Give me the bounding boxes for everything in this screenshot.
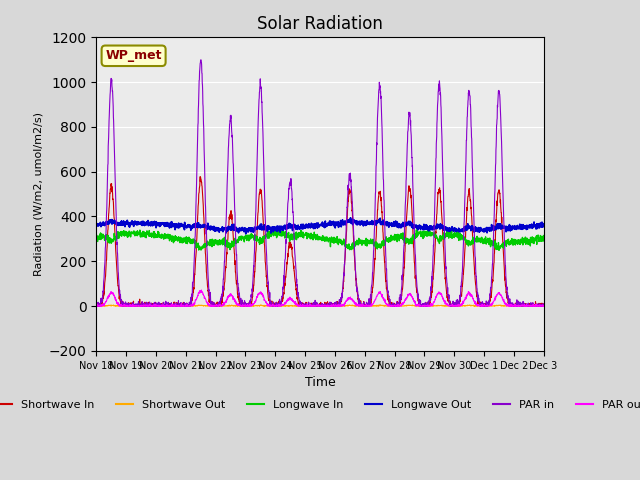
Y-axis label: Radiation (W/m2, umol/m2/s): Radiation (W/m2, umol/m2/s) <box>33 112 44 276</box>
Text: WP_met: WP_met <box>106 49 162 62</box>
Legend: Shortwave In, Shortwave Out, Longwave In, Longwave Out, PAR in, PAR out: Shortwave In, Shortwave Out, Longwave In… <box>0 396 640 414</box>
Title: Solar Radiation: Solar Radiation <box>257 15 383 33</box>
X-axis label: Time: Time <box>305 376 335 389</box>
